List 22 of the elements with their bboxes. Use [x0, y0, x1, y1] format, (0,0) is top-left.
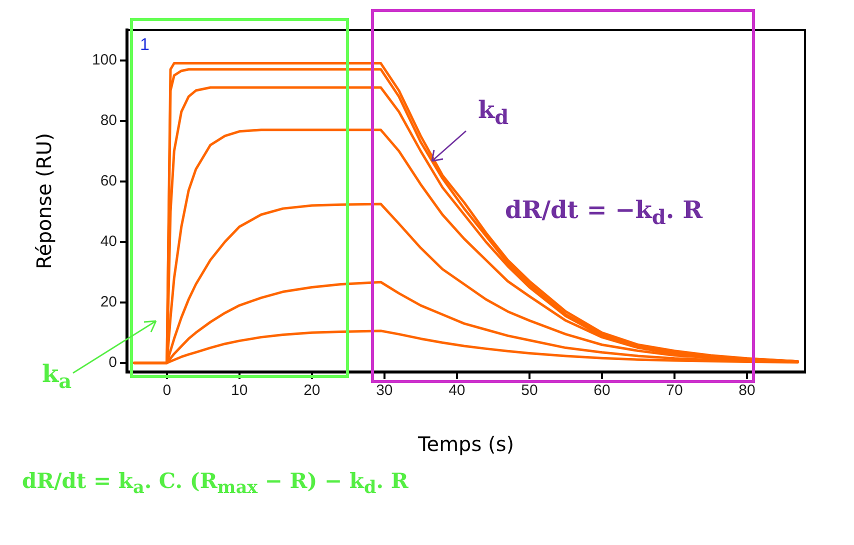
x-tick-label: 50 [521, 382, 538, 400]
x-tick-label: 10 [231, 382, 248, 400]
x-axis-title: Temps (s) [416, 432, 514, 456]
x-tick-label: 40 [448, 382, 466, 400]
y-tick-label: 80 [100, 112, 117, 129]
text: k$_{a}$ [42, 359, 72, 393]
x-tick-label: 70 [666, 382, 683, 400]
y-tick-label: 40 [100, 233, 117, 250]
x-tick-label: 30 [376, 382, 393, 400]
y-tick-label: 60 [100, 172, 117, 190]
text: dR/dt = k$_{a}$. C. (R$_{max}$ − R) − k$_{d}$. R [22, 468, 408, 498]
x-tick-label: 80 [738, 382, 756, 400]
y-tick-label: 100 [92, 51, 117, 68]
y-tick-label: 0 [108, 354, 117, 372]
annotation: dR/dt = −k$_{d}$. R [505, 195, 703, 229]
x-tick-label: 0 [162, 382, 172, 400]
y-tick-label: 20 [100, 294, 117, 311]
annotation: 1 [140, 35, 150, 54]
x-tick-label: 60 [594, 382, 610, 400]
y-axis-title: Réponse (RU) [32, 132, 56, 270]
x-tick-label: 20 [304, 382, 320, 400]
annotation: k$_{d}$ [478, 95, 509, 129]
